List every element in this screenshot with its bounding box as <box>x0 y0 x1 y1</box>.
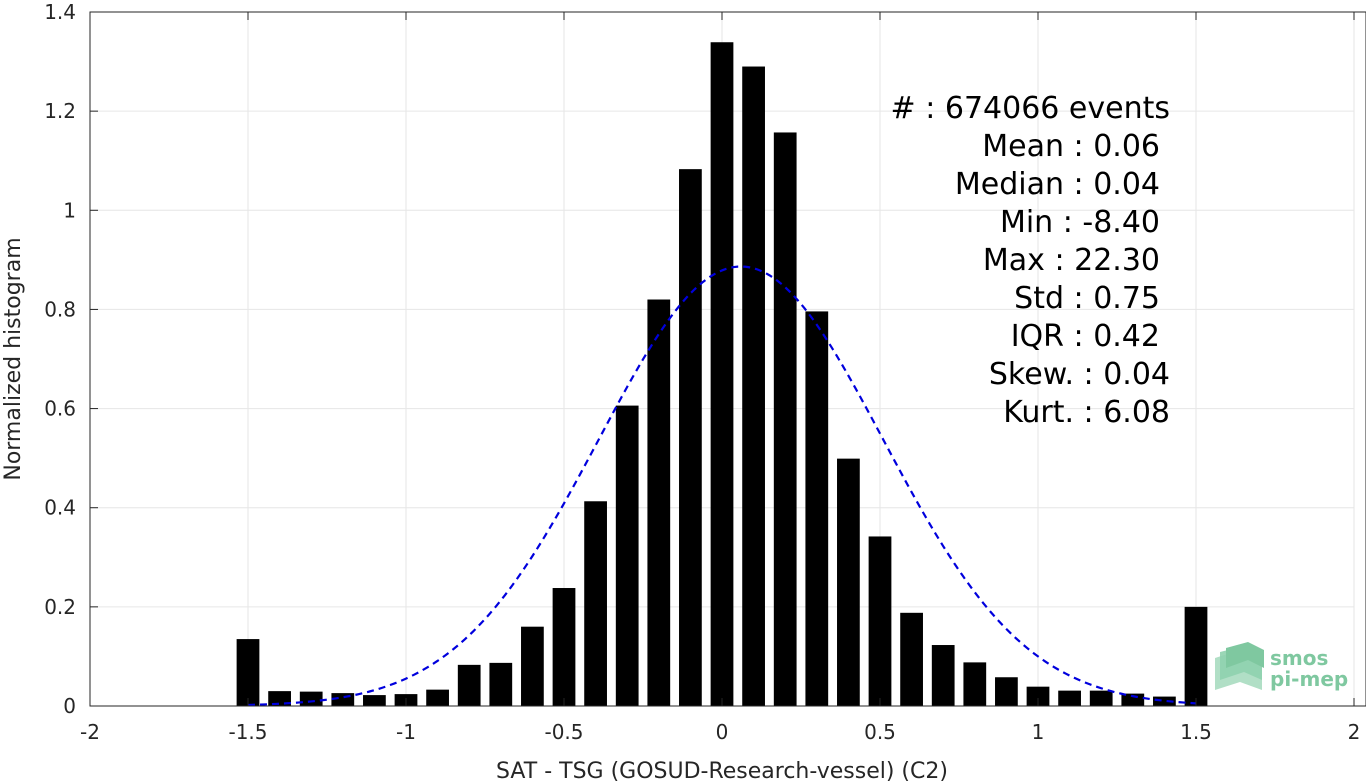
stat-std: Std : 0.75 <box>1014 281 1160 316</box>
logo-mark-icon <box>1215 642 1264 690</box>
stat-events: # : 674066 events <box>891 91 1170 126</box>
stat-mean: Mean : 0.06 <box>982 129 1160 164</box>
x-tick-label: -0.5 <box>544 720 583 744</box>
normal-fit-curve <box>247 265 1197 707</box>
x-axis-ticks: -2 -1.5 -1 -0.5 0 0.5 1 1.5 2 <box>80 12 1360 744</box>
histogram-bar <box>426 689 449 706</box>
histogram-bar <box>457 664 481 706</box>
histogram-bar <box>710 42 734 706</box>
stat-kurt: Kurt. : 6.08 <box>1003 395 1170 430</box>
histogram-bar <box>552 588 576 706</box>
histogram-bar <box>679 169 702 707</box>
histogram-bar <box>963 662 987 706</box>
stat-skew: Skew. : 0.04 <box>989 357 1170 392</box>
x-tick-label: -2 <box>80 720 100 744</box>
y-tick-label: 1.2 <box>44 99 76 123</box>
x-tick-label: 2 <box>1348 720 1361 744</box>
x-axis-label: SAT - TSG (GOSUD-Research-vessel) (C2) <box>496 759 948 784</box>
logo-text-line1: smos <box>1270 646 1328 670</box>
histogram-bar <box>1153 696 1176 706</box>
x-tick-label: -1.5 <box>228 720 267 744</box>
histogram-bar <box>1121 693 1145 706</box>
histogram-bar <box>742 66 765 707</box>
histogram-bar <box>805 311 829 706</box>
y-tick-label: 0 <box>63 694 76 718</box>
histogram-bar <box>868 536 892 706</box>
x-tick-label: 0.5 <box>864 720 896 744</box>
histogram-bar <box>1089 690 1113 706</box>
x-tick-label: 1.5 <box>1180 720 1212 744</box>
histogram-bar <box>584 501 607 706</box>
stat-max: Max : 22.30 <box>983 243 1160 278</box>
y-axis-ticks: 0 0.2 0.4 0.6 0.8 1 1.2 1.4 <box>44 0 98 718</box>
x-tick-label: -1 <box>396 720 416 744</box>
histogram-bar <box>521 626 544 706</box>
histogram-bar <box>900 612 923 706</box>
histogram-bar <box>1026 686 1050 706</box>
histogram-bar <box>1058 690 1081 706</box>
histogram-bar <box>299 691 323 706</box>
y-axis-label: Normalized histogram <box>1 237 26 480</box>
x-tick-label: 1 <box>1032 720 1045 744</box>
y-tick-label: 0.2 <box>44 595 76 619</box>
histogram-bar <box>489 662 513 706</box>
histogram-bar <box>647 299 671 706</box>
stat-iqr: IQR : 0.42 <box>1011 319 1160 354</box>
y-tick-label: 1.4 <box>44 0 76 24</box>
y-tick-label: 0.6 <box>44 397 76 421</box>
x-tick-label: 0 <box>716 720 729 744</box>
stat-median: Median : 0.04 <box>955 167 1160 202</box>
histogram-bar <box>1184 606 1208 706</box>
stats-box: # : 674066 events Mean : 0.06 Median : 0… <box>891 91 1170 430</box>
histogram-bar <box>773 132 797 707</box>
histogram-bar <box>236 639 260 706</box>
y-tick-label: 0.8 <box>44 297 76 321</box>
smos-pimep-logo: smos pi-mep <box>1215 642 1348 691</box>
histogram-bar <box>837 458 860 706</box>
histogram-bar <box>615 405 639 706</box>
histogram-bar <box>268 691 291 706</box>
histogram-bar <box>995 677 1018 706</box>
plot-frame <box>89 11 1366 707</box>
y-tick-label: 0.4 <box>44 496 76 520</box>
y-tick-label: 1 <box>63 198 76 222</box>
stat-min: Min : -8.40 <box>1000 205 1160 240</box>
histogram-bar <box>931 645 955 706</box>
histogram-bar <box>363 695 386 706</box>
logo-text-line2: pi-mep <box>1270 667 1348 691</box>
